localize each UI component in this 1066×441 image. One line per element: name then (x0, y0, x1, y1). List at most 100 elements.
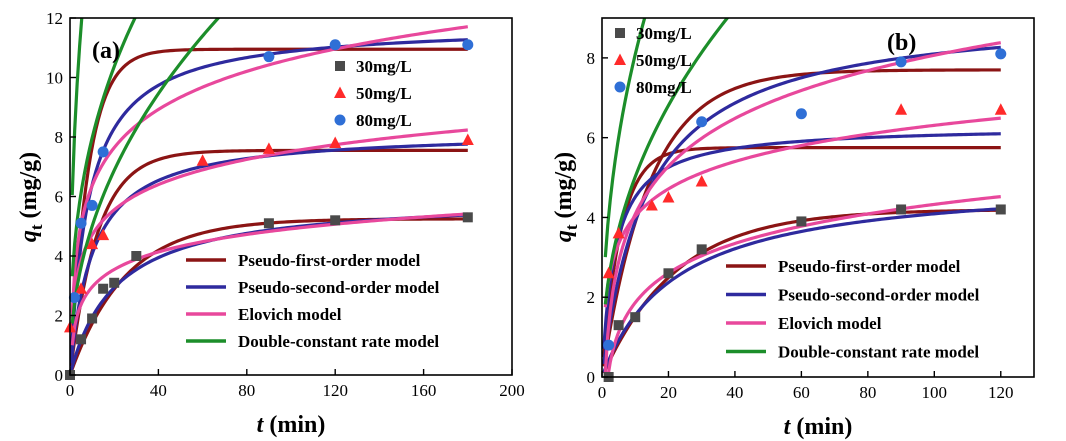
y-tick-label: 2 (55, 307, 64, 326)
data-point-30mgl (995, 204, 1006, 215)
x-tick-label: 100 (922, 383, 948, 402)
data-point-50mgl (612, 226, 625, 239)
legend-label: Elovich model (238, 305, 342, 324)
model-curve-pfo-3 (602, 68, 1001, 367)
legend-label: Pseudo-first-order model (778, 257, 961, 276)
data-point-30mgl (630, 312, 641, 323)
data-point-50mgl (602, 266, 615, 279)
legend-label: Pseudo-second-order model (778, 286, 980, 305)
x-tick-label: 160 (411, 381, 437, 400)
legend-marker-30mgl (615, 28, 625, 38)
data-point-30mgl (87, 313, 98, 324)
data-point-80mgl (68, 292, 80, 304)
data-points (64, 39, 474, 380)
data-point-50mgl (97, 228, 110, 241)
model-curve-elovich-2 (603, 116, 1001, 308)
data-point-80mgl (263, 51, 275, 63)
legend-label: 80mg/L (356, 111, 412, 130)
model-curve-dcr-1 (70, 18, 221, 324)
data-point-50mgl (695, 175, 708, 187)
model-curve-elovich-3 (603, 41, 1002, 374)
data-point-50mgl (86, 237, 99, 250)
data-points (602, 48, 1007, 382)
data-point-50mgl (645, 198, 658, 211)
x-axis-symbol: t (257, 412, 265, 438)
y-axis-subscript: t (562, 224, 581, 230)
legend-label: 30mg/L (356, 57, 412, 76)
data-point-80mgl (696, 116, 708, 128)
y-axis-label: qt (mg/g) (551, 152, 581, 242)
legend-label: Pseudo-first-order model (238, 251, 421, 270)
legend-marker-50mgl (614, 53, 626, 65)
y-axis-unit: (mg/g) (16, 152, 42, 225)
legend-label: Pseudo-second-order model (238, 278, 440, 297)
y-tick-label: 8 (587, 49, 596, 68)
model-curve-pfo-3 (70, 47, 468, 357)
data-point-50mgl (75, 282, 88, 294)
data-point-80mgl (86, 199, 98, 211)
legend-marker-30mgl (335, 61, 345, 71)
model-curve-dcr-2 (605, 0, 1000, 17)
y-axis-symbol: q (16, 230, 42, 242)
legend-label: Double-constant rate model (778, 343, 979, 362)
legend-label: Double-constant rate model (238, 332, 439, 351)
y-axis-label: qt (mg/g) (16, 152, 46, 242)
x-tick-label: 120 (988, 383, 1014, 402)
data-point-30mgl (76, 334, 87, 345)
data-point-50mgl (461, 133, 474, 145)
data-point-50mgl (994, 103, 1007, 115)
model-curve-dcr-1 (603, 18, 730, 305)
y-tick-label: 8 (55, 128, 64, 147)
data-point-80mgl (795, 108, 807, 120)
plot-frame (601, 17, 1035, 378)
panel-label: (b) (887, 30, 916, 56)
data-point-30mgl (796, 216, 807, 227)
y-tick-label: 10 (46, 69, 63, 88)
data-point-30mgl (462, 212, 473, 223)
data-point-30mgl (131, 251, 142, 261)
y-axis-subscript: t (27, 224, 46, 230)
data-point-30mgl (696, 244, 707, 255)
legend-marker-80mgl (334, 114, 346, 126)
data-point-30mgl (896, 204, 907, 215)
y-tick-label: 4 (587, 208, 596, 227)
y-axis-unit: (mg/g) (551, 152, 577, 225)
data-point-80mgl (895, 56, 907, 68)
data-point-30mgl (663, 268, 674, 279)
x-tick-label: 200 (499, 381, 525, 400)
legend-label: 80mg/L (636, 78, 692, 97)
legend-label: 50mg/L (356, 84, 412, 103)
x-tick-label: 0 (66, 381, 75, 400)
y-axis-symbol: q (551, 230, 577, 242)
data-point-50mgl (329, 136, 342, 148)
x-axis-label: t (min) (784, 414, 853, 440)
x-tick-label: 0 (598, 383, 607, 402)
y-tick-label: 2 (587, 288, 596, 307)
data-point-30mgl (263, 218, 274, 229)
x-tick-label: 60 (793, 383, 810, 402)
data-point-50mgl (196, 154, 209, 166)
y-tick-label: 6 (55, 188, 64, 207)
data-point-30mgl (330, 215, 341, 226)
x-tick-label: 120 (322, 381, 348, 400)
x-tick-label: 40 (726, 383, 743, 402)
data-point-50mgl (662, 191, 675, 203)
legend-label: 30mg/L (636, 24, 692, 43)
legend-marker-50mgl (334, 86, 346, 98)
legend-marker-80mgl (614, 81, 626, 93)
data-point-80mgl (329, 39, 341, 51)
data-point-30mgl (98, 283, 109, 294)
x-tick-label: 20 (660, 383, 677, 402)
data-point-30mgl (109, 277, 120, 288)
data-point-80mgl (462, 39, 474, 51)
data-point-80mgl (995, 48, 1007, 60)
legend-label: Elovich model (778, 314, 882, 333)
y-tick-label: 12 (46, 9, 63, 28)
data-point-50mgl (895, 103, 908, 115)
x-axis-symbol: t (784, 414, 792, 440)
data-point-80mgl (75, 217, 87, 229)
x-tick-label: 80 (859, 383, 876, 402)
x-axis-unit: (min) (263, 412, 325, 438)
